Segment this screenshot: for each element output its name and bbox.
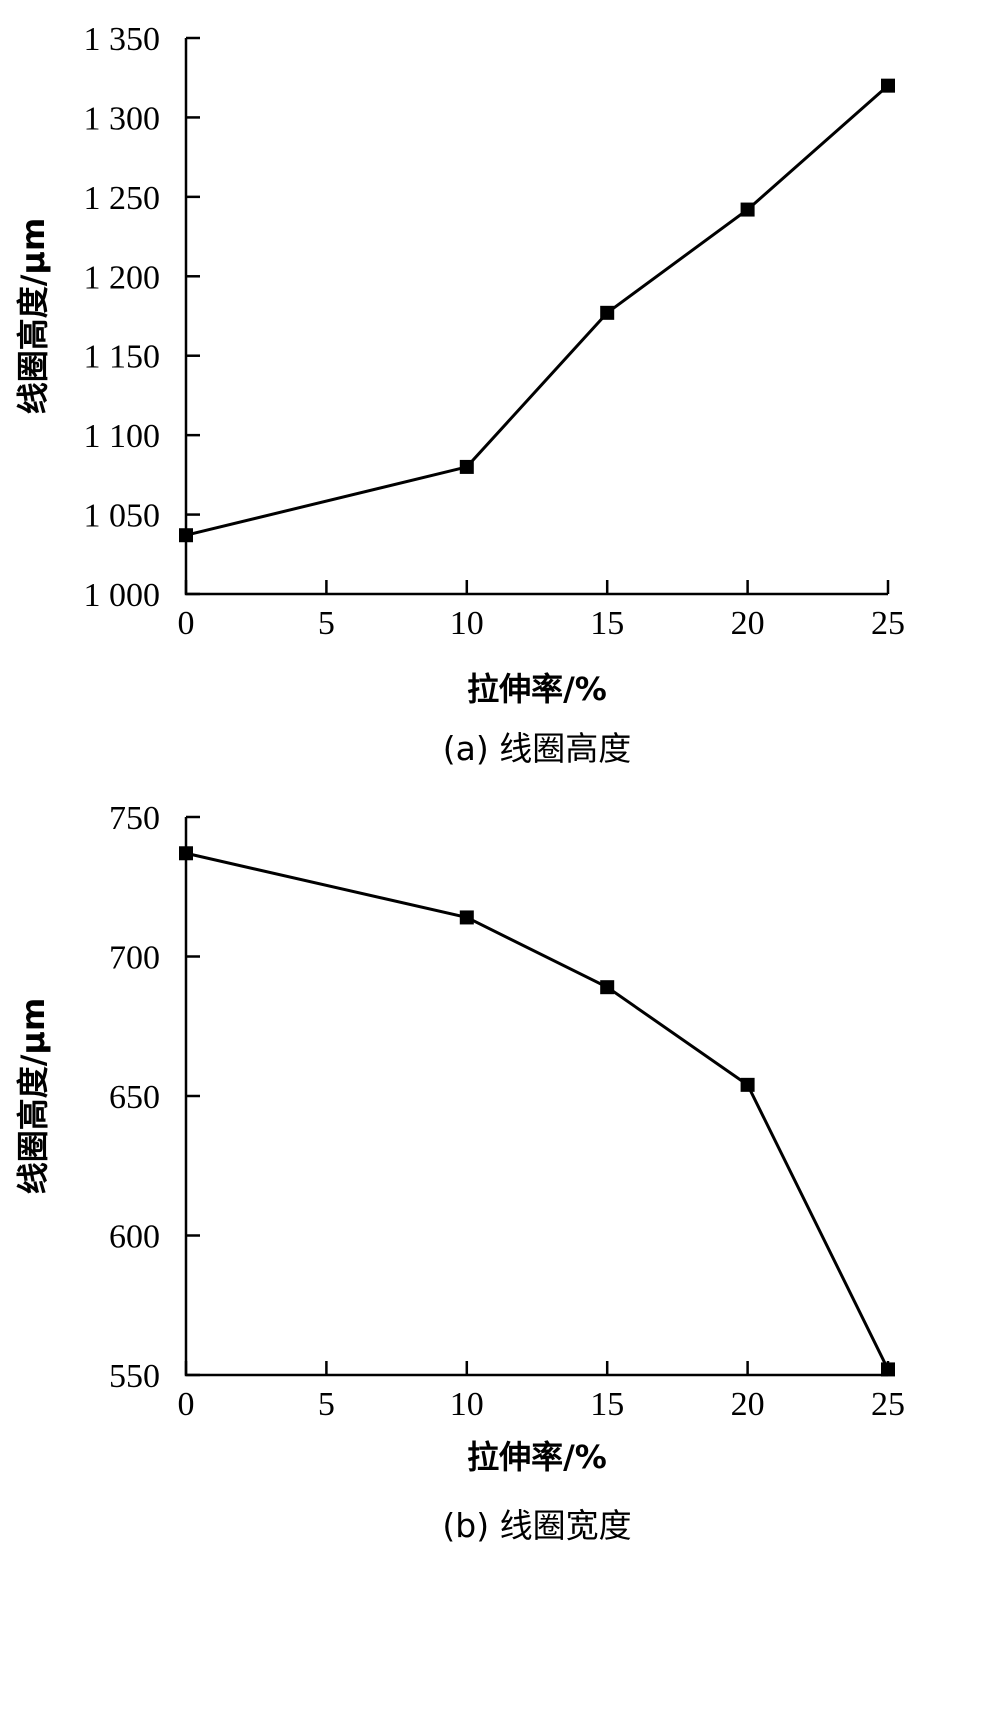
y-tick-label-a: 1 100 <box>84 418 161 455</box>
x-axis-ticks-a: 0 5 10 15 20 25 <box>178 580 905 642</box>
y-tick-label-b: 550 <box>109 1358 160 1395</box>
y-tick-label-a: 1 200 <box>84 259 161 296</box>
x-axis-title-a: 拉伸率/% <box>467 670 607 708</box>
x-axis-ticks-b: 0 5 10 15 20 25 <box>178 1361 905 1423</box>
y-tick-label-a: 1 050 <box>84 498 161 535</box>
caption-a: (a) 线圈高度 <box>443 729 631 768</box>
data-point-b <box>881 1362 895 1377</box>
data-point-a <box>600 305 615 320</box>
y-tick-label-b: 600 <box>109 1219 160 1256</box>
chart-panel-a: 1 000 1 050 1 100 1 150 1 200 1 250 1 300 1 350… <box>14 21 905 768</box>
x-tick-label-b: 15 <box>590 1386 624 1423</box>
y-tick-label-a: 1 350 <box>84 21 161 58</box>
data-points-b <box>179 846 895 1377</box>
series-line-b <box>185 851 890 1371</box>
data-points-a <box>179 78 895 543</box>
data-point-a <box>459 459 474 474</box>
x-tick-label-a: 25 <box>871 605 905 642</box>
y-axis-ticks-b: 550 600 650 700 750 <box>109 800 200 1395</box>
x-tick-label-a: 5 <box>318 605 335 642</box>
x-tick-label-b: 10 <box>450 1386 484 1423</box>
x-tick-label-a: 0 <box>178 605 195 642</box>
chart-panel-b: 550 600 650 700 750 0 5 10 15 20 25 拉伸率/% 线圈高度/μm… <box>14 800 905 1545</box>
y-tick-label-a: 1 300 <box>84 100 161 137</box>
y-tick-label-a: 1 250 <box>84 180 161 217</box>
axis-frame-b <box>184 817 888 1377</box>
x-tick-label-b: 0 <box>178 1386 195 1423</box>
y-axis-title-b: 线圈高度/μm <box>14 998 52 1195</box>
y-tick-label-b: 750 <box>109 800 160 837</box>
x-tick-label-b: 20 <box>731 1386 765 1423</box>
y-tick-label-a: 1 150 <box>84 339 161 376</box>
x-tick-label-b: 5 <box>318 1386 335 1423</box>
x-tick-label-a: 15 <box>590 605 624 642</box>
axis-frame-a <box>184 38 888 596</box>
data-point-b <box>459 910 474 925</box>
data-point-a <box>179 528 193 543</box>
x-tick-label-a: 10 <box>450 605 484 642</box>
caption-b: (b) 线圈宽度 <box>442 1506 631 1545</box>
data-point-a <box>881 78 895 93</box>
series-line-a <box>185 84 889 537</box>
y-tick-label-b: 650 <box>109 1079 160 1116</box>
x-tick-label-a: 20 <box>731 605 765 642</box>
y-axis-title-a: 线圈高度/μm <box>14 218 52 415</box>
y-tick-label-a: 1 000 <box>84 577 161 614</box>
data-point-b <box>740 1077 755 1092</box>
data-point-b <box>600 980 615 995</box>
y-axis-ticks-a: 1 000 1 050 1 100 1 150 1 200 1 250 1 300 1 350 <box>84 21 200 614</box>
x-axis-title-b: 拉伸率/% <box>467 1438 607 1476</box>
x-tick-label-b: 25 <box>871 1386 905 1423</box>
data-point-b <box>179 846 193 861</box>
y-tick-label-b: 700 <box>109 940 160 977</box>
data-point-a <box>740 202 755 217</box>
